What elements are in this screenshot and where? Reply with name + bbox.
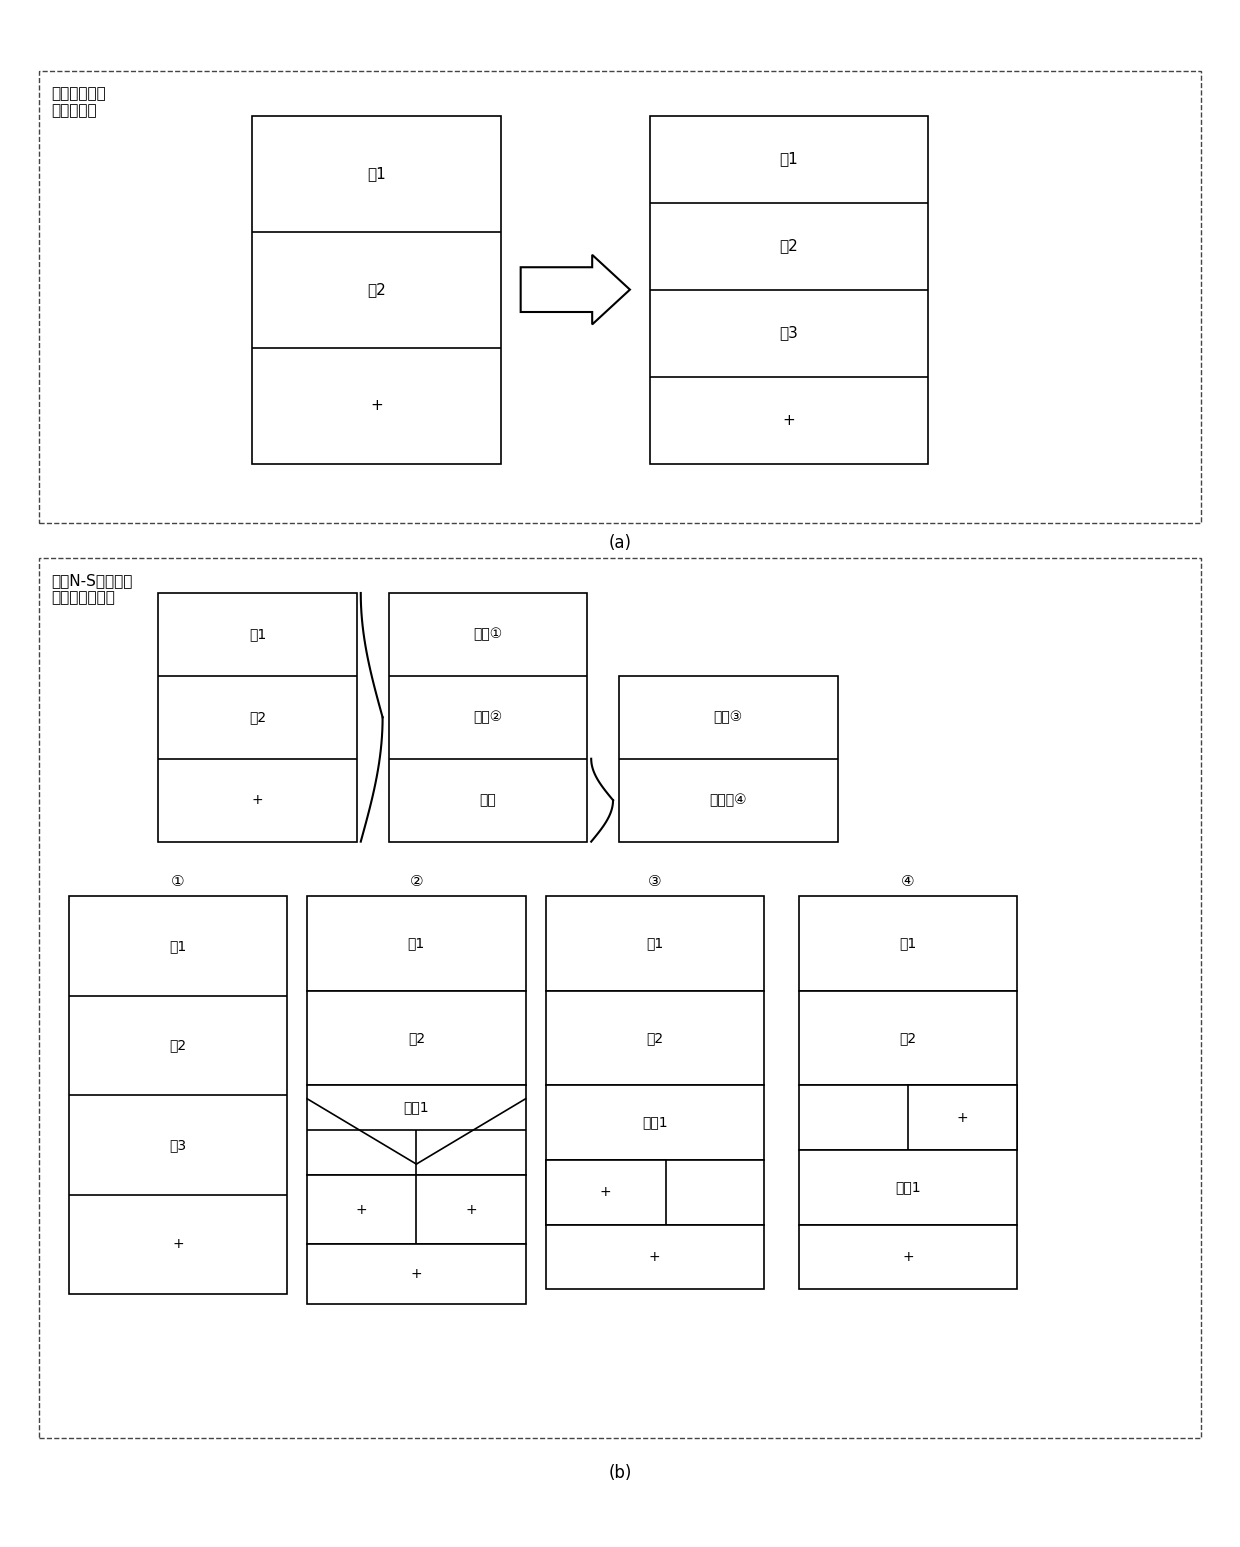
Text: 状3: 状3 (170, 1139, 186, 1153)
Text: +: + (252, 794, 263, 808)
Bar (908, 1086, 1017, 1149)
Bar (799, 1225, 1017, 1289)
Text: (b): (b) (609, 1463, 631, 1482)
Text: 状2: 状2 (899, 1030, 916, 1046)
Text: 状1: 状1 (408, 936, 425, 950)
Text: 状2: 状2 (408, 1030, 425, 1046)
Bar (799, 990, 1017, 1086)
Text: 状2: 状2 (367, 282, 386, 297)
Text: (a): (a) (609, 534, 631, 552)
Bar (308, 896, 526, 990)
Text: 条件1: 条件1 (642, 1115, 667, 1129)
Text: ④: ④ (901, 874, 915, 890)
Text: +: + (600, 1185, 611, 1199)
Text: 状1: 状1 (170, 939, 186, 953)
Text: ③: ③ (649, 874, 662, 890)
Text: 状1: 状1 (646, 936, 663, 950)
Text: 顺序①: 顺序① (474, 628, 502, 642)
Text: +: + (356, 1202, 367, 1216)
Bar (546, 1160, 666, 1225)
Text: 状1: 状1 (367, 166, 386, 181)
Text: +: + (649, 1250, 661, 1264)
Text: 当型③: 当型③ (714, 710, 743, 724)
Bar (308, 1086, 526, 1174)
Text: 状2: 状2 (170, 1038, 186, 1052)
Bar (650, 116, 928, 464)
Text: 直到型④: 直到型④ (709, 794, 746, 808)
Bar (159, 593, 357, 842)
Text: 传统测试仪状
态序列输入: 传统测试仪状 态序列输入 (51, 85, 105, 118)
Bar (546, 896, 764, 990)
Text: 状2: 状2 (249, 710, 267, 724)
Text: 状1: 状1 (899, 936, 916, 950)
Bar (388, 593, 588, 842)
Bar (546, 1160, 764, 1225)
Bar (546, 1086, 764, 1160)
Text: 状2: 状2 (780, 238, 799, 254)
Text: 条件1: 条件1 (403, 1100, 429, 1115)
Bar (38, 71, 1202, 523)
Bar (253, 116, 501, 464)
Text: 循环: 循环 (480, 794, 496, 808)
Bar (308, 990, 526, 1086)
Text: 状3: 状3 (780, 325, 799, 340)
Bar (68, 896, 288, 1295)
Text: +: + (903, 1250, 914, 1264)
Text: 基于N-S图的可编
程状态序列输入: 基于N-S图的可编 程状态序列输入 (51, 572, 133, 605)
Bar (799, 896, 1017, 990)
Bar (619, 676, 837, 842)
Text: 状2: 状2 (646, 1030, 663, 1046)
Bar (546, 990, 764, 1086)
Bar (308, 1244, 526, 1304)
Text: 状1: 状1 (780, 152, 799, 167)
Bar (799, 1149, 1017, 1225)
Bar (546, 1225, 764, 1289)
Text: +: + (782, 413, 795, 427)
Text: 选择②: 选择② (474, 710, 502, 724)
Text: 状1: 状1 (249, 628, 267, 642)
Text: ①: ① (171, 874, 185, 890)
Bar (308, 1174, 526, 1244)
Text: +: + (957, 1111, 968, 1125)
Text: 条件1: 条件1 (895, 1180, 921, 1194)
Text: ②: ② (409, 874, 423, 890)
Bar (799, 1086, 1017, 1149)
Text: +: + (410, 1267, 422, 1281)
Text: +: + (465, 1202, 477, 1216)
Text: +: + (371, 398, 383, 413)
Text: +: + (172, 1238, 184, 1252)
Bar (38, 558, 1202, 1439)
